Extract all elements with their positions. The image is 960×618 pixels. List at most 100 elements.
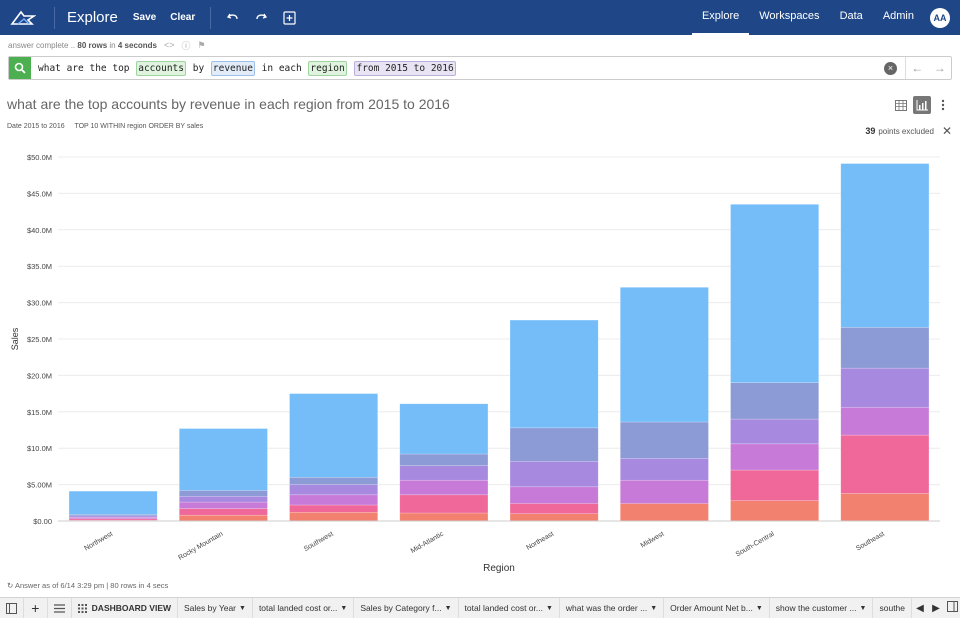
- bar-segment[interactable]: [730, 382, 820, 420]
- bar-segment[interactable]: [509, 503, 599, 515]
- list-menu-icon[interactable]: [48, 597, 72, 618]
- refresh-icon[interactable]: ↻: [7, 581, 14, 590]
- caret-down-icon[interactable]: ▼: [545, 604, 553, 612]
- bar-segment[interactable]: [840, 434, 930, 494]
- bar-segment[interactable]: [730, 418, 820, 445]
- table-view-icon[interactable]: [892, 96, 910, 114]
- nav-workspaces[interactable]: Workspaces: [759, 10, 820, 22]
- caret-down-icon[interactable]: ▼: [859, 604, 867, 612]
- bar-segment[interactable]: [840, 163, 930, 328]
- bar-segment[interactable]: [619, 479, 709, 504]
- bar-segment[interactable]: [840, 327, 930, 369]
- bar-segment[interactable]: [509, 513, 599, 522]
- caret-down-icon[interactable]: ▼: [650, 604, 658, 612]
- answer-tab[interactable]: Sales by Category f... ▼: [354, 597, 459, 618]
- bar-segment[interactable]: [289, 477, 379, 485]
- query-token[interactable]: from 2015 to 2016: [354, 60, 456, 76]
- scroll-right-icon[interactable]: ▶: [932, 602, 940, 614]
- bar-segment[interactable]: [730, 443, 820, 471]
- scroll-left-icon[interactable]: ◀: [916, 602, 924, 614]
- bar-segment[interactable]: [178, 490, 268, 497]
- bar-segment[interactable]: [619, 421, 709, 459]
- add-tab-icon[interactable]: +: [24, 597, 48, 618]
- bar-segment[interactable]: [289, 393, 379, 478]
- query-text: what are the top: [38, 62, 136, 74]
- clear-button[interactable]: Clear: [170, 12, 196, 23]
- bar-segment[interactable]: [509, 427, 599, 462]
- bar-segment[interactable]: [178, 428, 268, 491]
- app-title: Explore: [67, 9, 118, 26]
- bar-segment[interactable]: [399, 453, 489, 466]
- caret-down-icon[interactable]: ▼: [755, 604, 763, 612]
- nav-admin[interactable]: Admin: [882, 10, 914, 22]
- bar-segment[interactable]: [399, 465, 489, 481]
- y-tick-label: $0.00: [33, 517, 52, 526]
- bar-segment[interactable]: [730, 469, 820, 501]
- add-icon[interactable]: [281, 10, 297, 26]
- dashboard-view-tab[interactable]: DASHBOARD VIEW: [72, 597, 179, 618]
- query-token[interactable]: region: [308, 60, 347, 76]
- bar-segment[interactable]: [399, 512, 489, 522]
- code-icon[interactable]: <>: [164, 40, 175, 50]
- bar-segment[interactable]: [289, 504, 379, 513]
- bar-segment[interactable]: [840, 493, 930, 522]
- back-arrow-icon[interactable]: ←: [911, 61, 924, 75]
- bar-segment[interactable]: [619, 458, 709, 481]
- bar-segment[interactable]: [730, 204, 820, 383]
- answer-tab[interactable]: Order Amount Net b... ▼: [664, 597, 770, 618]
- answer-tab[interactable]: Sales by Year ▼: [178, 597, 253, 618]
- more-options-icon[interactable]: [934, 96, 952, 114]
- nav-data[interactable]: Data: [839, 10, 863, 22]
- answer-tab[interactable]: total landed cost or... ▼: [253, 597, 355, 618]
- close-icon[interactable]: ✕: [941, 124, 952, 138]
- bar-segment[interactable]: [178, 514, 268, 522]
- query-token[interactable]: revenue: [210, 60, 255, 76]
- info-icon[interactable]: ⓘ: [181, 40, 191, 51]
- forward-arrow-icon[interactable]: →: [933, 61, 946, 75]
- panel-toggle-icon[interactable]: [0, 597, 24, 618]
- bar-segment[interactable]: [509, 486, 599, 504]
- bar-segment[interactable]: [178, 508, 268, 516]
- bar-segment[interactable]: [289, 511, 379, 522]
- view-switcher: [889, 96, 952, 114]
- bar-segment[interactable]: [730, 500, 820, 522]
- answer-tab[interactable]: show the customer ... ▼: [770, 597, 874, 618]
- redo-icon[interactable]: [253, 10, 269, 26]
- bar-segment[interactable]: [619, 503, 709, 522]
- clear-search-icon[interactable]: ×: [884, 61, 897, 75]
- bar-segment[interactable]: [399, 403, 489, 455]
- caret-down-icon[interactable]: ▼: [239, 604, 246, 612]
- bar-segment[interactable]: [399, 479, 489, 496]
- search-input[interactable]: what are the top accounts by revenue in …: [37, 60, 456, 76]
- avatar[interactable]: AA: [930, 7, 950, 28]
- tab-scroll-controls: ◀ ▶: [912, 597, 960, 618]
- nav-explore[interactable]: Explore: [691, 0, 750, 35]
- bar-segment[interactable]: [399, 494, 489, 514]
- undo-icon[interactable]: [225, 10, 241, 26]
- caret-down-icon[interactable]: ▼: [444, 604, 452, 612]
- bar-segment[interactable]: [509, 319, 599, 429]
- chart-view-icon[interactable]: [913, 96, 931, 114]
- bar-segment[interactable]: [68, 490, 158, 515]
- bar-segment[interactable]: [840, 367, 930, 408]
- search-icon[interactable]: [9, 57, 31, 79]
- bar-segment[interactable]: [178, 501, 268, 509]
- bar-segment[interactable]: [509, 461, 599, 488]
- history-nav: ← →: [905, 57, 951, 79]
- answer-tab-label: Sales by Category f...: [360, 603, 442, 613]
- bar-segment[interactable]: [68, 518, 158, 521]
- bar-segment[interactable]: [840, 407, 930, 436]
- logo-icon[interactable]: [0, 0, 46, 35]
- answer-tab[interactable]: southe: [873, 597, 913, 618]
- bar-segment[interactable]: [178, 495, 268, 503]
- bar-segment[interactable]: [289, 484, 379, 496]
- caret-down-icon[interactable]: ▼: [340, 604, 348, 612]
- answer-tab[interactable]: total landed cost or... ▼: [459, 597, 560, 618]
- bar-segment[interactable]: [619, 287, 709, 423]
- answer-tab[interactable]: what was the order ... ▼: [560, 597, 665, 618]
- save-button[interactable]: Save: [132, 12, 157, 23]
- side-panel-icon[interactable]: [944, 601, 960, 615]
- flag-icon[interactable]: ⚑: [197, 39, 206, 50]
- bar-segment[interactable]: [289, 494, 379, 506]
- query-token[interactable]: accounts: [136, 60, 186, 76]
